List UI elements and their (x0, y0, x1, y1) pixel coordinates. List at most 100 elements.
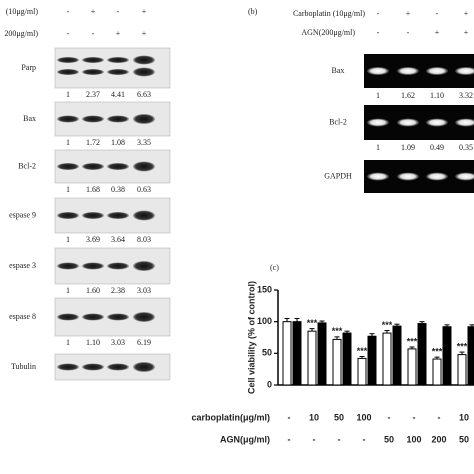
ratio: 1 (66, 185, 70, 194)
blot-label: Bax (23, 114, 36, 123)
band (107, 212, 129, 219)
band (397, 172, 419, 181)
band (426, 172, 448, 181)
treatment-mark: + (464, 9, 469, 18)
significance: *** (332, 326, 343, 336)
ratio: 0.38 (111, 185, 125, 194)
band (455, 118, 474, 127)
blot-label: Bcl-2 (329, 117, 347, 126)
bar (307, 330, 317, 386)
band (82, 262, 104, 270)
band (82, 69, 104, 75)
treatment-mark: - (67, 7, 70, 16)
ratio: 3.32 (459, 91, 473, 100)
band (82, 363, 104, 371)
bar (467, 326, 474, 386)
row-label: carboplatin(μg/ml) (191, 412, 270, 422)
y-axis-label: Cell viability (% of control) (246, 281, 256, 394)
significance: *** (382, 320, 393, 330)
ratio: 1.62 (401, 91, 415, 100)
ratio: 3.35 (137, 138, 151, 147)
band (397, 118, 419, 127)
treatment-label: 200μg/ml) (4, 29, 38, 38)
band (82, 57, 104, 63)
blot-label: Tubulin (11, 362, 36, 371)
band (57, 212, 79, 219)
x-tick-label: 10 (309, 412, 319, 422)
ratio: 6.63 (137, 90, 151, 99)
y-tick-label: 50 (262, 348, 272, 358)
ratio: 1 (376, 143, 380, 152)
blot-label: Bcl-2 (18, 161, 36, 170)
treatment-mark: - (407, 28, 410, 37)
band (367, 118, 389, 127)
band (57, 163, 79, 170)
significance: *** (307, 318, 318, 328)
treatment-mark: - (377, 9, 380, 18)
bar (342, 332, 352, 386)
band (57, 363, 79, 371)
band (133, 55, 155, 65)
band (426, 118, 448, 127)
y-tick-label: 150 (257, 284, 272, 294)
treatment-label: AGN(200μg/ml) (301, 28, 355, 37)
ratio: 3.03 (111, 338, 125, 347)
ratio: 1.10 (430, 91, 444, 100)
bar (392, 325, 402, 386)
y-tick-label: 100 (257, 316, 272, 326)
band (133, 114, 155, 124)
ratio: 2.38 (111, 286, 125, 295)
bar (282, 321, 292, 386)
x-tick-label: - (338, 434, 341, 444)
bar (432, 358, 442, 386)
band (107, 313, 129, 321)
x-tick-label: 100 (356, 412, 371, 422)
blot-label: espase 8 (9, 312, 36, 321)
x-tick-label: - (288, 434, 291, 444)
treatment-mark: - (67, 29, 70, 38)
band (107, 57, 129, 63)
band (133, 312, 155, 322)
x-tick-label: - (413, 412, 416, 422)
ratio: 1 (66, 338, 70, 347)
x-tick-label: - (288, 412, 291, 422)
band (82, 313, 104, 321)
bar (332, 338, 342, 386)
x-tick-label: - (363, 434, 366, 444)
significance: *** (457, 341, 468, 351)
ratio: 1.60 (86, 286, 100, 295)
x-tick-label: 50 (384, 434, 394, 444)
bar (317, 322, 327, 386)
panel-letter: (c) (270, 263, 279, 272)
significance: *** (407, 336, 418, 346)
band (426, 67, 448, 75)
band (133, 67, 155, 77)
x-tick-label: - (388, 412, 391, 422)
bar (382, 332, 392, 386)
band (133, 161, 155, 172)
ratio: 0.35 (459, 143, 473, 152)
x-tick-label: 200 (431, 434, 446, 444)
band (107, 262, 129, 270)
band (367, 67, 389, 75)
bar (442, 326, 452, 386)
band (455, 67, 474, 75)
ratio: 1.72 (86, 138, 100, 147)
y-tick-label: 0 (267, 379, 272, 389)
significance: *** (357, 346, 368, 356)
band (107, 115, 129, 123)
ratio: 2.37 (86, 90, 100, 99)
blot-label: GAPDH (324, 171, 352, 180)
bar (417, 323, 427, 386)
ratio: 3.69 (86, 235, 100, 244)
band (397, 67, 419, 75)
band (455, 172, 474, 181)
treatment-label: (10μg/ml) (6, 7, 39, 16)
bar (367, 335, 377, 386)
treatment-mark: - (117, 7, 120, 16)
treatment-mark: + (91, 7, 96, 16)
treatment-mark: + (406, 9, 411, 18)
ratio: 1 (66, 286, 70, 295)
